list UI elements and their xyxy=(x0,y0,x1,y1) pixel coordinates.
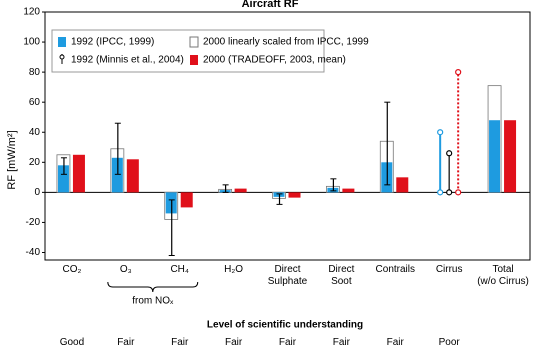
legend-label: 2000 linearly scaled from IPCC, 1999 xyxy=(203,37,369,48)
plot-frame xyxy=(44,11,531,261)
y-tick-label: 40 xyxy=(29,127,41,138)
bar xyxy=(234,188,247,193)
bar xyxy=(489,120,501,193)
group-brace xyxy=(107,281,199,293)
y-axis-label: RF [mW/m²] xyxy=(6,130,18,189)
x-tick-label: Cirrus xyxy=(435,264,463,275)
bar xyxy=(396,177,409,193)
understanding-level: Fair xyxy=(117,337,135,348)
bar xyxy=(126,159,139,193)
bar xyxy=(342,188,355,193)
understanding-level: Fair xyxy=(332,337,350,348)
legend-label: 1992 (IPCC, 1999) xyxy=(71,37,154,48)
bar xyxy=(180,192,193,208)
bar xyxy=(111,157,123,193)
x-tick-label: H₂O xyxy=(224,264,244,275)
x-tick-label: Total (w/o Cirrus) xyxy=(477,264,529,287)
legend-swatch xyxy=(190,55,198,65)
y-tick-label: -40 xyxy=(26,247,41,258)
y-tick-label: 100 xyxy=(23,37,40,48)
understanding-heading: Level of scientific understanding xyxy=(207,320,363,331)
legend-swatch xyxy=(189,36,199,48)
range-end xyxy=(455,189,462,196)
range-end xyxy=(446,189,453,196)
x-tick-label: Direct Soot xyxy=(328,264,355,287)
x-tick-label: Direct Sulphate xyxy=(267,264,308,287)
understanding-level: Poor xyxy=(438,337,460,348)
understanding-level: Fair xyxy=(171,337,189,348)
group-label: from NOₓ xyxy=(132,296,174,307)
y-tick-label: 80 xyxy=(29,67,41,78)
bar xyxy=(57,165,69,193)
y-tick-label: -20 xyxy=(26,217,41,228)
y-tick-label: 20 xyxy=(29,157,41,168)
y-tick-label: 0 xyxy=(34,187,40,198)
legend-box xyxy=(51,29,325,73)
y-tick-label: 60 xyxy=(29,97,41,108)
x-tick-label: CO₂ xyxy=(62,264,82,275)
bar xyxy=(72,154,85,193)
x-tick-label: Contrails xyxy=(375,264,415,275)
legend-label: 1992 (Minnis et al., 2004) xyxy=(71,55,184,66)
range-end xyxy=(455,69,462,76)
x-tick-label: O₃ xyxy=(119,264,132,275)
legend-swatch xyxy=(59,54,65,60)
range-end xyxy=(446,150,453,157)
understanding-level: Fair xyxy=(386,337,404,348)
legend-label: 2000 (TRADEOFF, 2003, mean) xyxy=(203,55,346,66)
understanding-level: Fair xyxy=(278,337,297,348)
bar xyxy=(288,192,301,198)
x-tick-label: CH₄ xyxy=(170,264,189,275)
bar xyxy=(504,120,517,193)
chart-title: Aircraft RF xyxy=(242,0,299,10)
y-tick-label: 120 xyxy=(23,7,40,18)
legend-swatch xyxy=(58,37,66,47)
understanding-level: Good xyxy=(59,337,85,348)
range-end xyxy=(437,189,444,196)
understanding-level: Fair xyxy=(224,337,243,348)
range-end xyxy=(437,129,444,136)
